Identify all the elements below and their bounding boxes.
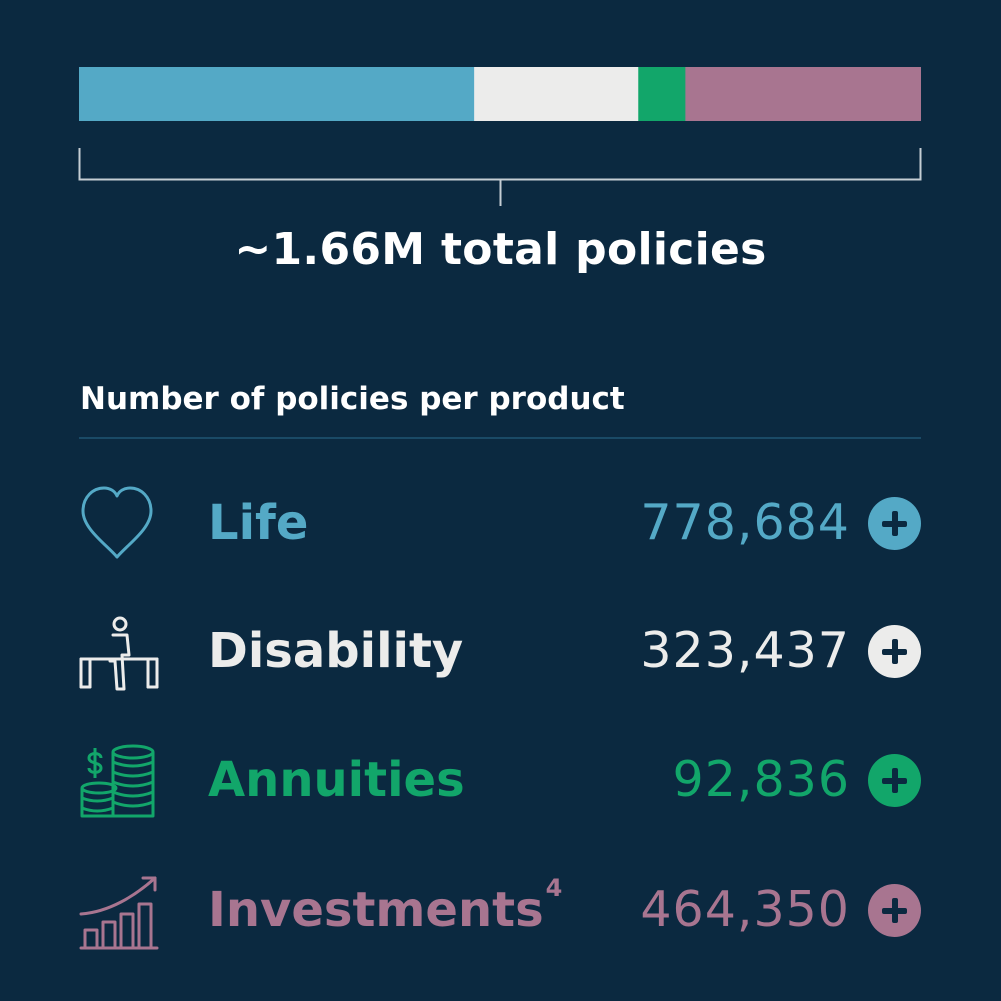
product-name: Disability xyxy=(208,623,464,679)
rising-bar-chart-icon xyxy=(79,876,159,950)
expand-annuities-button[interactable] xyxy=(868,754,921,807)
product-label: Investments4 xyxy=(208,876,562,938)
bracket-line xyxy=(78,148,922,206)
footnote-marker: 4 xyxy=(545,874,563,902)
product-label: Disability xyxy=(208,623,463,679)
product-name: Annuities xyxy=(208,752,465,808)
policy-count: 464,350 xyxy=(640,881,850,938)
section-heading: Number of policies per product xyxy=(80,381,625,417)
bar-segment-annuities xyxy=(638,67,686,121)
expand-disability-button[interactable] xyxy=(868,625,921,678)
bar-segment-investments xyxy=(685,67,921,121)
product-row-investments: Investments4 464,350 xyxy=(0,860,1001,960)
total-bracket xyxy=(78,148,922,206)
stacked-bar xyxy=(79,67,921,121)
coin-stack-icon xyxy=(80,744,155,818)
product-label: Annuities xyxy=(208,752,465,808)
product-name: Investments xyxy=(208,882,544,938)
policy-count: 323,437 xyxy=(640,622,850,679)
product-name: Life xyxy=(208,495,309,551)
bar-segment-life xyxy=(79,67,475,121)
heart-icon xyxy=(81,486,153,559)
expand-life-button[interactable] xyxy=(868,497,921,550)
product-label: Life xyxy=(208,495,308,551)
person-on-parallel-bars-icon xyxy=(79,616,159,691)
policy-count: 778,684 xyxy=(640,494,850,551)
product-row-life: Life 778,684 xyxy=(0,473,1001,573)
total-policies: ~1.66M total policies xyxy=(234,224,767,275)
product-row-annuities: Annuities 92,836 xyxy=(0,730,1001,830)
product-row-disability: Disability 323,437 xyxy=(0,601,1001,701)
bar-segment-disability xyxy=(474,67,639,121)
policy-count: 92,836 xyxy=(672,751,850,808)
expand-investments-button[interactable] xyxy=(868,884,921,937)
divider xyxy=(79,437,921,439)
